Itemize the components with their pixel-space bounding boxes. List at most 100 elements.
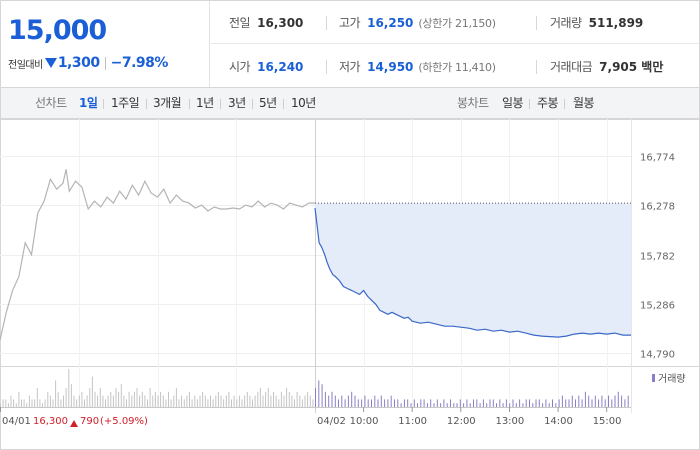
volume-bar-day1: [228, 391, 230, 407]
volume-bar-day2: [561, 395, 563, 407]
volume-bar-day2: [433, 403, 435, 407]
candle-daily[interactable]: 일봉: [502, 96, 524, 110]
volume-bar-day1: [10, 395, 12, 407]
range-3m[interactable]: 3개월: [153, 96, 182, 110]
volume-bar-day1: [273, 391, 274, 407]
volume-bar-day1: [128, 391, 130, 407]
volume-bar-day1: [220, 395, 222, 407]
volume-bar-day2: [417, 403, 418, 407]
range-1w[interactable]: 1주일: [111, 96, 140, 110]
volume-bar-day1: [204, 395, 206, 407]
volume-bar-day1: [86, 395, 88, 407]
volume-bar-day1: [49, 395, 51, 407]
volume-bar-day1: [118, 391, 120, 407]
range-1y[interactable]: 1년: [196, 96, 214, 110]
series-line-day1: [0, 169, 315, 341]
volume-bar-day2: [315, 388, 316, 407]
volume-bar-day1: [207, 399, 209, 407]
volume-bar-day1: [212, 399, 214, 407]
volume-bar-day1: [107, 395, 109, 407]
volume-bar-day1: [252, 399, 253, 407]
volume-bar-day1: [275, 395, 277, 407]
candle-monthly[interactable]: 월봉: [573, 96, 595, 110]
stat-label: 거래량: [550, 16, 582, 30]
change-label: 전일대비: [8, 59, 43, 71]
volume-bar-day1: [152, 395, 154, 407]
volume-bar-day1: [131, 395, 133, 407]
volume-bar-day2: [538, 399, 540, 407]
volume-bar-day1: [288, 391, 290, 407]
volume-bar-day1: [265, 391, 267, 407]
volume-bar-day2: [617, 391, 619, 407]
volume-bar-day2: [443, 399, 445, 407]
stat-label: 저가: [339, 60, 361, 74]
volume-bar-day2: [324, 391, 326, 407]
volume-bar-day2: [584, 391, 586, 407]
volume-bar-day2: [357, 399, 359, 407]
volume-bar-day1: [78, 395, 80, 407]
volume-bar-day1: [133, 391, 135, 407]
volume-bar-day1: [309, 395, 311, 407]
series-line-day2: [314, 207, 631, 338]
volume-bar-day2: [371, 399, 372, 407]
volume-bar-day2: [328, 395, 330, 407]
volume-bar-day1: [301, 399, 303, 407]
divider: [536, 16, 537, 30]
volume-bar-day1: [210, 395, 211, 407]
volume-bar-day2: [410, 403, 412, 407]
stat-label: 고가: [339, 16, 361, 30]
volume-bar-day2: [558, 399, 560, 407]
volume-bar-day1: [244, 395, 246, 407]
range-10y[interactable]: 10년: [291, 96, 316, 110]
candle-weekly[interactable]: 주봉: [537, 96, 559, 110]
volume-bar-day1: [173, 395, 175, 407]
stats-row-2: 시가 16,240 저가 14,950 (하한가 11,410) 거래대금 7,…: [211, 45, 699, 88]
y-tick-label: 16,774: [640, 153, 675, 164]
stat-label: 전일: [229, 16, 251, 30]
volume-bar-day2: [420, 399, 422, 407]
volume-bar-day1: [162, 395, 164, 407]
price-chart[interactable]: 16,774 16,278 15,782 15,286 14,790 거래량 04/01 04…: [0, 119, 700, 450]
volume-bar-day1: [246, 391, 248, 407]
volume-bar-day1: [307, 391, 309, 407]
volume-bar-day2: [611, 399, 613, 407]
divider: [326, 60, 327, 74]
volume-bar-day2: [456, 403, 458, 407]
volume-bar-day1: [52, 399, 54, 407]
volume-bar-day2: [624, 399, 626, 407]
range-5y[interactable]: 5년: [259, 96, 277, 110]
volume-legend-label: 거래량: [658, 373, 686, 385]
volume-bar-day1: [215, 395, 217, 407]
prev-day-close-label: 16,300: [33, 416, 68, 427]
volume-bar-day2: [614, 395, 616, 407]
volume-bar-day1: [60, 399, 62, 407]
volume-bar-day2: [403, 399, 405, 407]
volume-bar-day1: [267, 388, 269, 407]
x-tick-label: 15:00: [593, 416, 622, 427]
volume-bar-day1: [254, 395, 256, 407]
candle-chart-label: 봉차트: [457, 96, 489, 110]
volume-bar-day1: [286, 388, 288, 407]
stat-amount: 거래대금 7,905 백만: [550, 45, 663, 88]
range-1d[interactable]: 1일: [79, 96, 98, 110]
volume-bar-day1: [120, 384, 122, 407]
divider: [189, 99, 190, 109]
chart-canvas: 16,774 16,278 15,782 15,286 14,790 거래량 04/01 04…: [0, 119, 700, 450]
volume-bar-day2: [430, 399, 432, 407]
current-price: 15,000: [8, 15, 107, 46]
volume-bar-day1: [34, 399, 36, 407]
stats-row-1: 전일 16,300 고가 16,250 (상한가 21,150) 거래량 511…: [211, 1, 699, 44]
change-divider: [104, 56, 106, 70]
range-3y[interactable]: 3년: [228, 96, 246, 110]
volume-bar-day1: [15, 403, 17, 407]
volume-bar-day2: [542, 403, 544, 407]
volume-bar-day2: [364, 395, 366, 407]
volume-bar-day1: [0, 403, 1, 407]
volume-bar-day2: [482, 399, 484, 407]
volume-bar-day1: [70, 384, 72, 407]
volume-bar-day2: [529, 399, 530, 407]
x-tick-label: 10:00: [350, 416, 379, 427]
volume-bar-day2: [473, 399, 474, 407]
volume-bar-day1: [296, 391, 298, 407]
volume-bar-day1: [291, 395, 293, 407]
